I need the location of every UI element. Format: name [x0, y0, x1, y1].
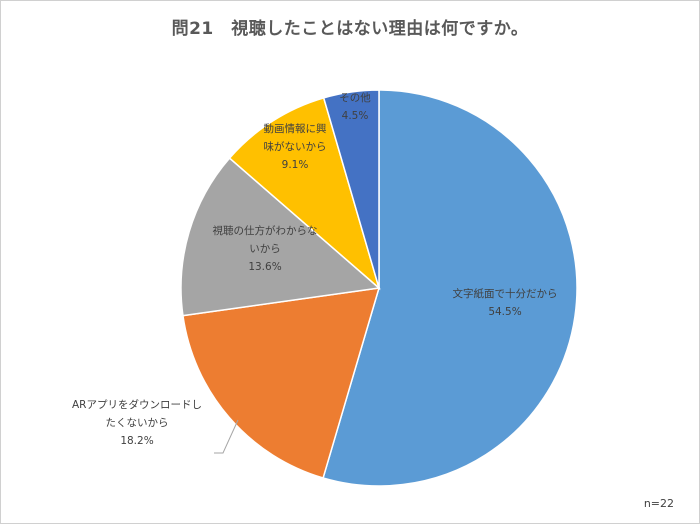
slice-label: いから: [249, 243, 281, 255]
slice-label: 動画情報に興: [264, 122, 327, 135]
slice-label: その他: [339, 91, 371, 104]
leader-line: [214, 419, 239, 454]
slice-label: たくないから: [106, 417, 169, 429]
slice-label: 味がないから: [264, 140, 327, 153]
slice-value-label: 18.2%: [120, 435, 153, 447]
slice-value-label: 9.1%: [282, 159, 309, 171]
slice-label: 視聴の仕方がわからな: [213, 224, 318, 237]
sample-size-note: n=22: [643, 497, 674, 510]
slice-value-label: 4.5%: [342, 110, 369, 122]
slice-label: ARアプリをダウンロードし: [72, 398, 202, 411]
pie-slice: [322, 89, 380, 289]
slice-value-label: 13.6%: [248, 261, 281, 273]
slice-label: 文字紙面で十分だから: [453, 287, 558, 300]
pie-slice: [322, 89, 578, 487]
pie-slice: [228, 96, 381, 291]
slice-value-label: 54.5%: [488, 306, 521, 318]
chart-title: 問21 視聴したことはない理由は何ですか。: [171, 19, 529, 39]
pie-slice: [182, 287, 381, 479]
pie-slice: [180, 157, 381, 317]
